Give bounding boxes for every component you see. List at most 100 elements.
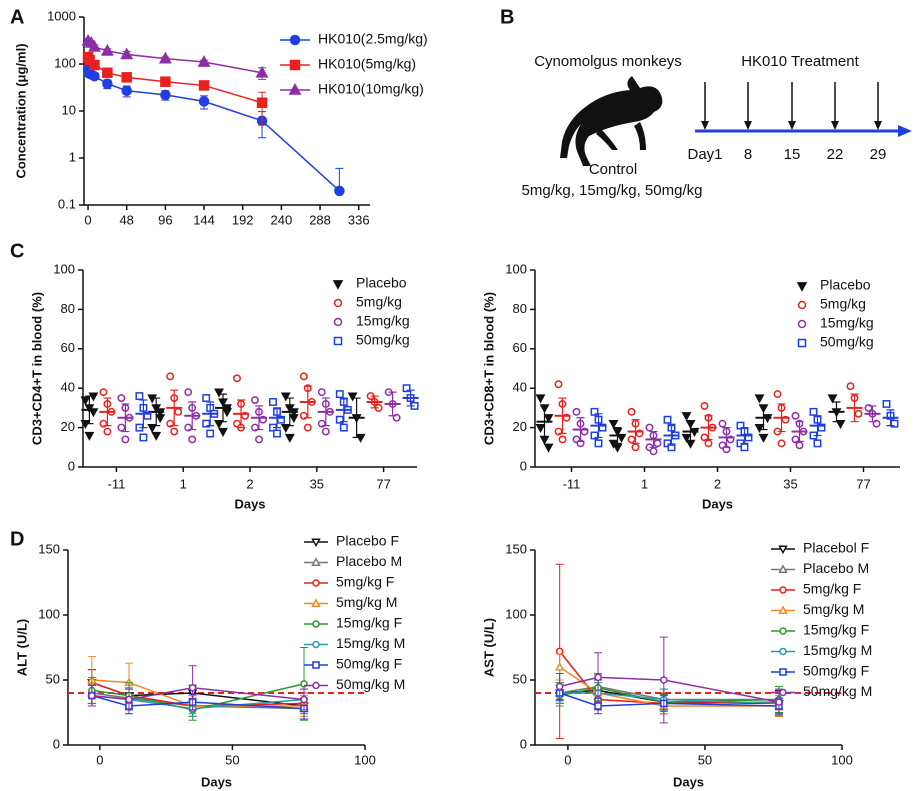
y-tick-label: 150 bbox=[38, 541, 60, 556]
panel-label: C bbox=[10, 240, 24, 262]
series-line bbox=[559, 676, 780, 703]
legend-marker bbox=[312, 661, 320, 669]
data-point bbox=[255, 65, 269, 78]
y-tick-label: 60 bbox=[61, 340, 75, 355]
series-line bbox=[87, 40, 263, 74]
data-point bbox=[758, 433, 769, 443]
legend-label: 15mg/kg F bbox=[336, 615, 402, 631]
legend-label: 15mg/kg bbox=[356, 313, 410, 329]
x-tick-label: 0 bbox=[96, 752, 103, 767]
x-tick-label: 50 bbox=[225, 752, 239, 767]
sd-bar bbox=[339, 397, 348, 423]
sd-bar bbox=[667, 425, 676, 446]
sd-bar bbox=[219, 393, 227, 423]
legend-label: 5mg/kg M bbox=[803, 601, 864, 617]
x-tick-label: -11 bbox=[107, 476, 125, 491]
dose-arrow-head bbox=[831, 121, 839, 130]
data-point bbox=[773, 390, 782, 399]
sd-bar bbox=[704, 415, 713, 441]
data-point bbox=[681, 412, 692, 422]
sd-bar bbox=[352, 397, 361, 439]
data-point bbox=[813, 439, 822, 448]
dose-arrow-head bbox=[788, 121, 796, 130]
data-point bbox=[273, 429, 281, 438]
data-point bbox=[681, 433, 692, 443]
legend-marker bbox=[312, 640, 320, 649]
legend-marker bbox=[311, 557, 321, 566]
data-point bbox=[135, 392, 144, 401]
legend-label: Placebo F bbox=[336, 533, 399, 549]
sd-bar bbox=[686, 421, 695, 442]
data-point bbox=[125, 695, 133, 704]
legend-marker bbox=[311, 598, 321, 607]
data-point bbox=[572, 407, 581, 416]
data-point bbox=[339, 423, 348, 432]
sd-bar bbox=[152, 397, 161, 427]
x-tick-label: 77 bbox=[856, 476, 870, 491]
sd-bar bbox=[321, 397, 330, 427]
y-tick-label: 50 bbox=[46, 671, 60, 686]
data-point bbox=[102, 78, 113, 90]
legend-marker bbox=[288, 83, 302, 95]
data-point bbox=[543, 414, 554, 424]
x-axis-label: Days bbox=[234, 496, 265, 511]
y-tick-label: 20 bbox=[61, 419, 75, 434]
sd-bar bbox=[406, 389, 415, 407]
dose-label: 5mg/kg, 15mg/kg, 50mg/kg bbox=[522, 182, 703, 199]
data-point bbox=[218, 427, 228, 437]
data-point bbox=[704, 439, 713, 448]
data-point bbox=[590, 407, 599, 416]
data-point bbox=[269, 398, 277, 406]
data-point bbox=[890, 419, 899, 428]
dose-arrow-head bbox=[874, 121, 882, 130]
data-point bbox=[554, 380, 563, 389]
sd-bar bbox=[273, 407, 281, 429]
data-point bbox=[555, 682, 564, 691]
x-tick-label: 50 bbox=[698, 752, 712, 767]
data-point bbox=[321, 427, 330, 436]
data-point bbox=[160, 76, 171, 87]
y-tick-label: 40 bbox=[513, 380, 527, 395]
data-point bbox=[317, 388, 326, 397]
legend-marker bbox=[333, 298, 343, 308]
sd-bar bbox=[139, 399, 148, 429]
legend-marker bbox=[312, 681, 320, 690]
legend-label: 15mg/kg M bbox=[803, 642, 872, 658]
data-point bbox=[160, 89, 171, 101]
data-point bbox=[214, 388, 224, 398]
data-point bbox=[594, 702, 602, 710]
data-point bbox=[170, 427, 179, 436]
legend-label: Placebo M bbox=[336, 553, 402, 569]
legend-marker bbox=[778, 545, 788, 555]
y-axis-label: ALT (U/L) bbox=[14, 619, 29, 677]
sd-bar bbox=[303, 385, 312, 419]
data-point bbox=[653, 439, 662, 448]
data-point bbox=[846, 382, 855, 391]
y-tick-label: 10 bbox=[62, 102, 76, 117]
series-line bbox=[559, 692, 779, 707]
legend-marker bbox=[778, 605, 788, 614]
y-tick-label: 100 bbox=[53, 261, 75, 276]
data-point bbox=[631, 443, 640, 452]
legend-label: 5mg/kg bbox=[356, 294, 402, 310]
y-tick-label: 0 bbox=[68, 458, 75, 473]
sd-bar bbox=[285, 397, 294, 427]
y-tick-label: 0 bbox=[53, 736, 60, 751]
data-point bbox=[736, 421, 745, 430]
y-tick-label: 0 bbox=[520, 458, 527, 473]
data-point bbox=[594, 439, 603, 448]
data-point bbox=[809, 407, 818, 416]
data-point bbox=[775, 698, 783, 706]
legend-marker bbox=[779, 586, 787, 594]
monkey-icon bbox=[560, 76, 663, 166]
x-tick-label: 2 bbox=[714, 476, 721, 491]
data-point bbox=[117, 423, 126, 432]
data-point bbox=[277, 415, 285, 424]
legend-label: 15mg/kg M bbox=[336, 635, 405, 651]
legend-label: 50mg/kg M bbox=[803, 683, 872, 699]
day-label: 22 bbox=[827, 146, 844, 163]
x-tick-label: 77 bbox=[376, 476, 390, 491]
data-point bbox=[121, 85, 132, 96]
data-point bbox=[197, 55, 211, 67]
y-axis-label: Concentration (μg/ml) bbox=[13, 43, 28, 178]
